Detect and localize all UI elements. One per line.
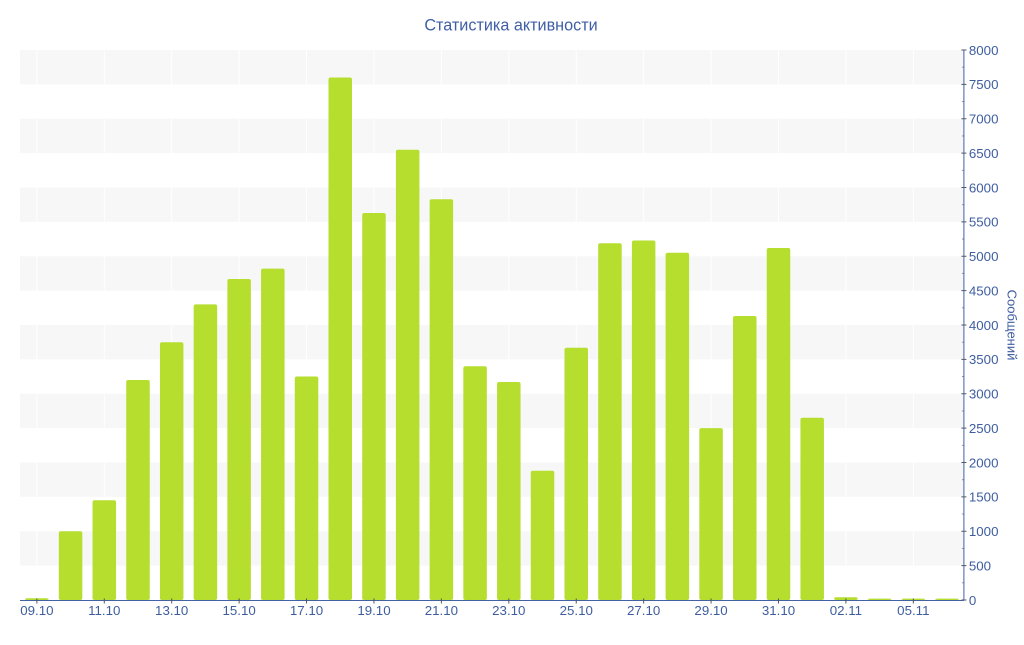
svg-text:1000: 1000 [969, 524, 999, 539]
svg-text:7000: 7000 [969, 112, 999, 127]
svg-text:09.10: 09.10 [20, 603, 53, 618]
svg-text:2000: 2000 [969, 455, 999, 470]
svg-text:Статистика активности: Статистика активности [424, 17, 597, 35]
svg-text:29.10: 29.10 [694, 603, 727, 618]
svg-text:5500: 5500 [969, 215, 999, 230]
svg-text:6500: 6500 [969, 146, 999, 161]
svg-text:Сообщений: Сообщений [1005, 290, 1020, 361]
svg-text:02.11: 02.11 [830, 603, 862, 618]
svg-text:5000: 5000 [969, 249, 999, 264]
svg-text:4000: 4000 [969, 318, 999, 333]
svg-text:8000: 8000 [969, 43, 999, 58]
svg-text:13.10: 13.10 [155, 603, 188, 618]
svg-text:7500: 7500 [969, 77, 999, 92]
svg-text:500: 500 [969, 558, 991, 573]
svg-text:21.10: 21.10 [425, 603, 458, 618]
svg-text:4500: 4500 [969, 283, 999, 298]
svg-text:11.10: 11.10 [88, 603, 120, 618]
svg-text:0: 0 [969, 593, 976, 608]
svg-text:3000: 3000 [969, 387, 999, 402]
svg-text:15.10: 15.10 [222, 603, 255, 618]
svg-text:19.10: 19.10 [357, 603, 390, 618]
svg-text:3500: 3500 [969, 352, 999, 367]
svg-text:1500: 1500 [969, 490, 999, 505]
svg-text:17.10: 17.10 [290, 603, 323, 618]
svg-text:27.10: 27.10 [627, 603, 660, 618]
svg-text:2500: 2500 [969, 421, 999, 436]
svg-text:6000: 6000 [969, 180, 999, 195]
svg-text:05.11: 05.11 [897, 603, 929, 618]
svg-text:25.10: 25.10 [560, 603, 593, 618]
svg-text:31.10: 31.10 [762, 603, 795, 618]
svg-text:23.10: 23.10 [492, 603, 525, 618]
